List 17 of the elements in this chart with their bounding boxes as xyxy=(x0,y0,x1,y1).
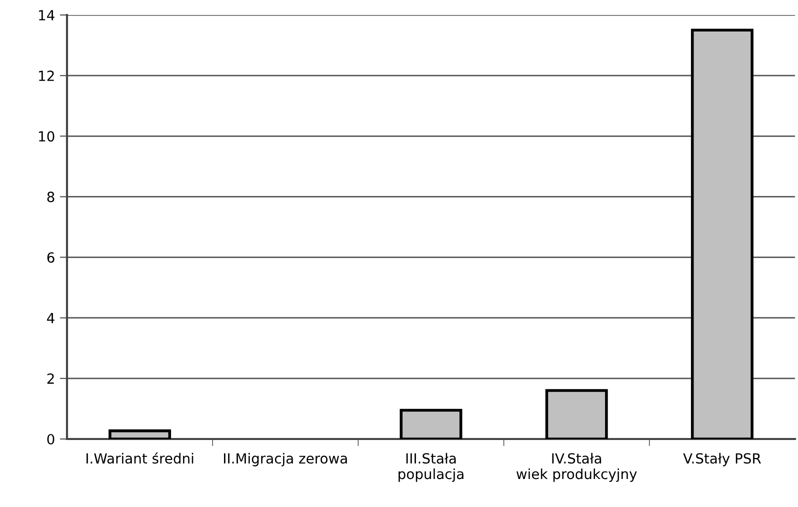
y-tick-label: 8 xyxy=(47,192,54,202)
y-tick-label: 4 xyxy=(47,313,54,324)
bar xyxy=(400,408,462,439)
y-tick-label: 6 xyxy=(47,252,54,263)
x-tick-label: II.Migracja zerowa xyxy=(224,452,347,466)
y-tick-label: 12 xyxy=(39,70,54,81)
y-tick-label: 0 xyxy=(47,434,54,444)
x-tick-label: IV.Stała wiek produkcyjny xyxy=(516,452,637,482)
x-tick-label: III.Stała populacja xyxy=(398,452,464,482)
bar xyxy=(690,28,754,439)
y-tick-label: 14 xyxy=(39,10,54,20)
y-tick-label: 2 xyxy=(47,373,54,384)
bar xyxy=(545,389,608,439)
x-tick-label: I.Wariant średni xyxy=(86,452,194,464)
bar xyxy=(108,429,172,439)
x-tick-label: V.Stały PSR xyxy=(683,452,761,466)
y-tick-label: 10 xyxy=(39,131,54,142)
